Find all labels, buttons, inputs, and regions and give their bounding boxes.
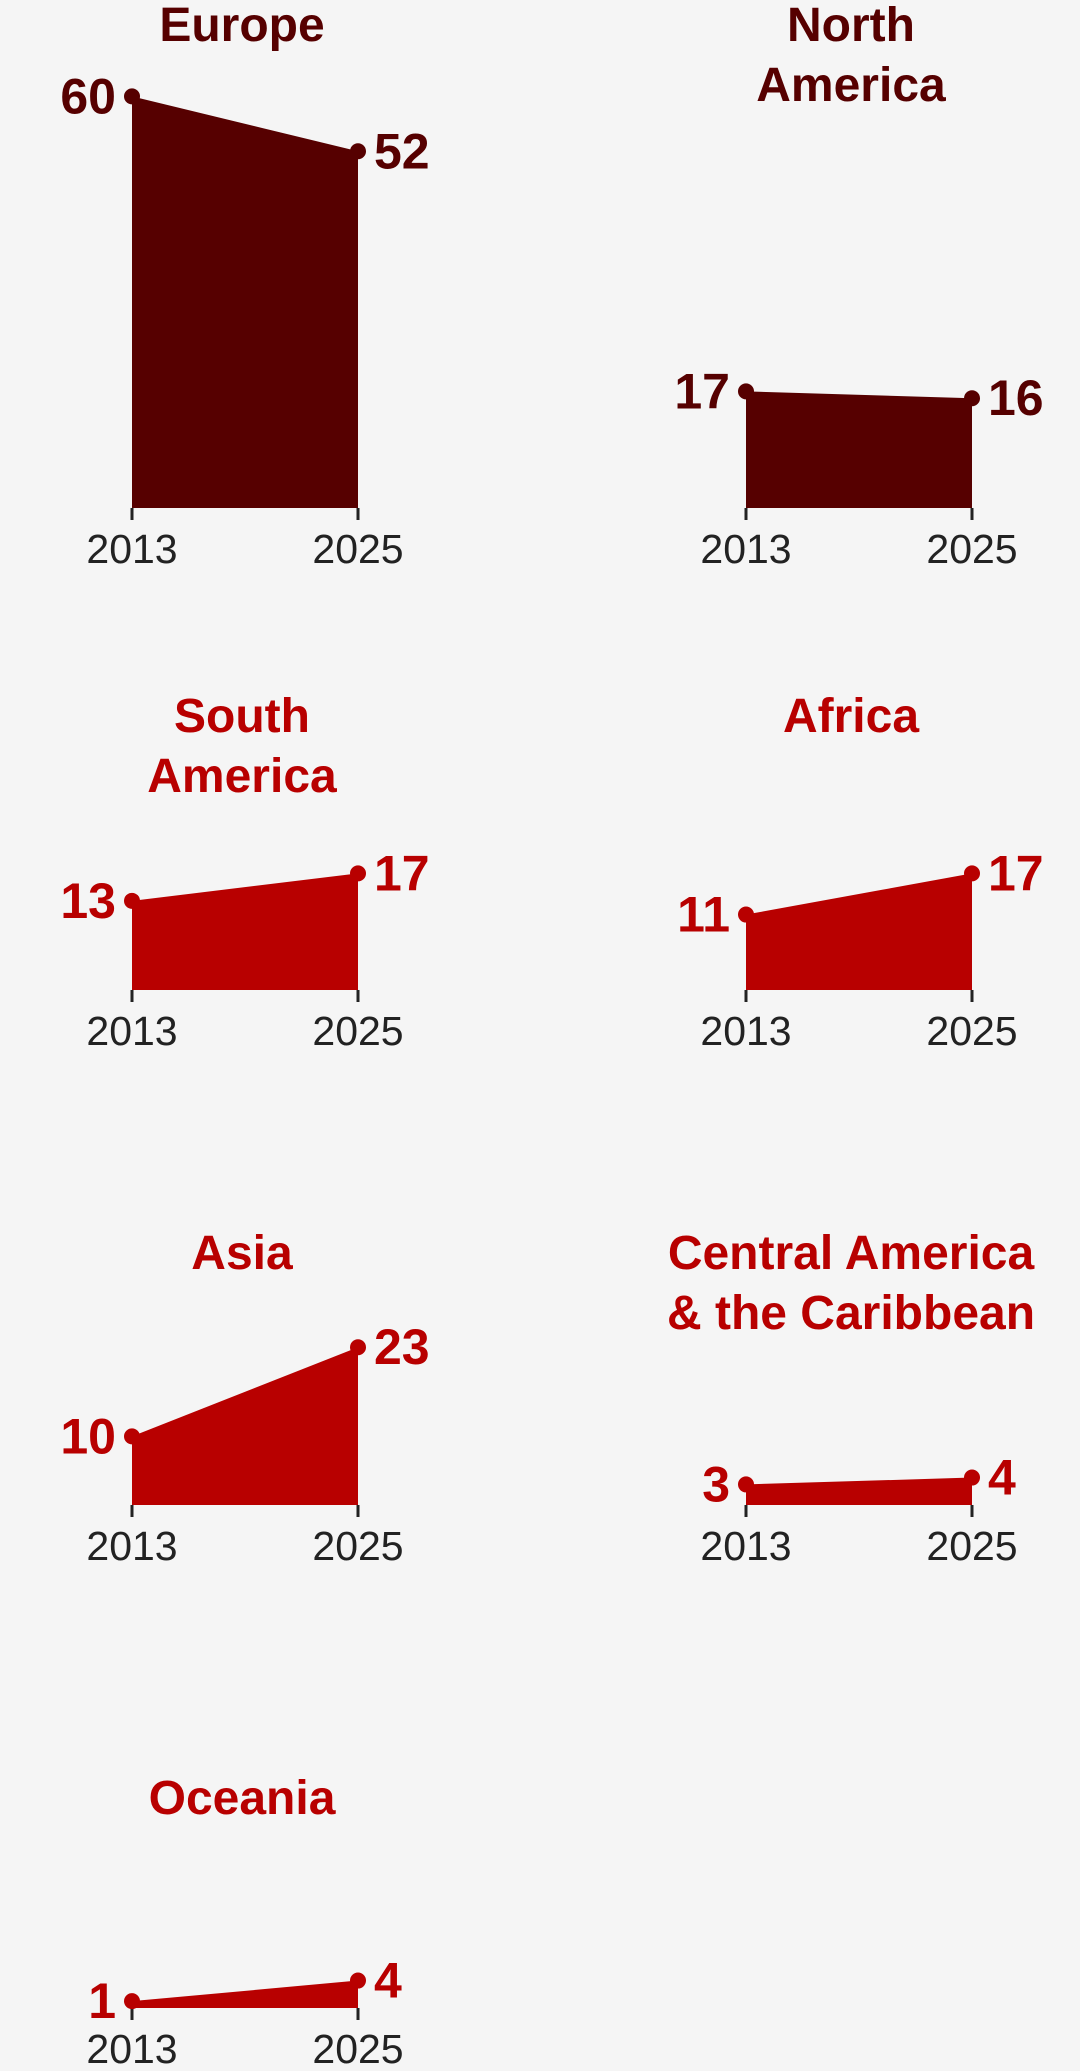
tick-label: 2025: [312, 526, 403, 572]
tick-label: 2025: [312, 1523, 403, 1569]
tick-label: 2013: [700, 1008, 791, 1054]
panel-title: America: [147, 750, 337, 803]
value-label: 3: [702, 1456, 730, 1512]
data-point: [124, 892, 140, 909]
tick-label: 2025: [926, 526, 1017, 572]
panel-title: South: [174, 690, 310, 743]
tick-label: 2025: [926, 1523, 1017, 1569]
value-label: 52: [374, 123, 430, 179]
data-point: [964, 390, 980, 407]
area-fill: [132, 1347, 358, 1505]
data-point: [738, 383, 754, 400]
area-fill: [132, 1980, 358, 2008]
value-label: 17: [674, 363, 730, 419]
data-point: [350, 1972, 366, 1989]
tick-label: 2025: [312, 2026, 403, 2071]
chart-panel: Europe 60 52 2013 2025: [60, 0, 429, 572]
chart-panel: Asia 10 23 2013 2025: [60, 1227, 429, 1569]
data-point: [124, 1993, 140, 2010]
tick-label: 2025: [312, 1008, 403, 1054]
area-fill: [746, 1477, 972, 1505]
chart-panel: Oceania 1 4 2013 2025: [86, 1772, 403, 2071]
data-point: [964, 1469, 980, 1486]
value-label: 1: [88, 1973, 116, 2029]
panel-title: North: [787, 0, 915, 52]
data-point: [124, 1428, 140, 1445]
tick-label: 2013: [700, 1523, 791, 1569]
area-fill: [132, 96, 358, 509]
panel-title: & the Caribbean: [667, 1287, 1035, 1340]
data-point: [738, 1476, 754, 1493]
value-label: 17: [988, 845, 1044, 901]
panel-title: Asia: [191, 1227, 293, 1280]
panel-title: Europe: [159, 0, 324, 52]
data-point: [964, 865, 980, 882]
chart-panel: North America 17 16 2013 2025: [674, 0, 1043, 572]
area-fill: [746, 873, 972, 990]
tick-label: 2013: [86, 1523, 177, 1569]
value-label: 16: [988, 370, 1044, 426]
value-label: 10: [60, 1408, 116, 1464]
data-point: [350, 865, 366, 882]
area-fill: [132, 873, 358, 990]
chart-panel: Central America & the Caribbean 3 4 2013 2025: [667, 1227, 1035, 1569]
value-label: 60: [60, 68, 116, 124]
data-point: [124, 88, 140, 105]
chart-panel: Africa 11 17 2013 2025: [677, 690, 1043, 1054]
value-label: 4: [988, 1450, 1016, 1506]
tick-label: 2013: [86, 2026, 177, 2071]
value-label: 13: [60, 873, 116, 929]
data-point: [350, 1339, 366, 1356]
tick-label: 2013: [86, 526, 177, 572]
value-label: 11: [677, 887, 730, 943]
panel-title: Oceania: [149, 1772, 336, 1825]
value-label: 23: [374, 1319, 430, 1375]
panel-title: America: [756, 59, 946, 112]
panel-title: Africa: [783, 690, 919, 743]
area-fill: [746, 391, 972, 508]
tick-label: 2013: [86, 1008, 177, 1054]
value-label: 17: [374, 845, 430, 901]
tick-label: 2013: [700, 526, 791, 572]
value-label: 4: [374, 1953, 402, 2009]
panel-title: Central America: [668, 1227, 1035, 1280]
data-point: [350, 143, 366, 160]
data-point: [738, 906, 754, 923]
tick-label: 2025: [926, 1008, 1017, 1054]
chart-panel: South America 13 17 2013 2025: [60, 690, 429, 1054]
